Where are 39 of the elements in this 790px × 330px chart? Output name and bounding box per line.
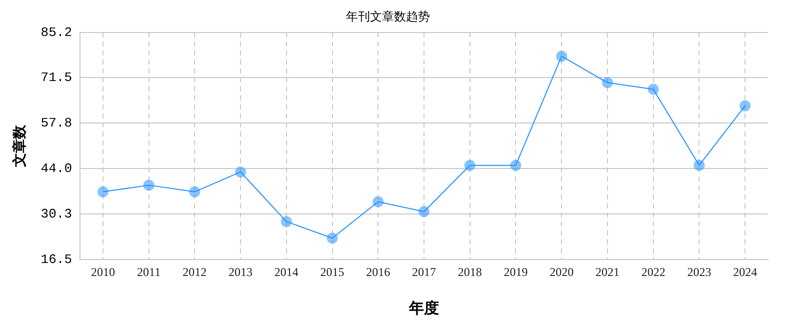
y-tick-label: 30.3 (40, 206, 72, 222)
x-axis-title: 年度 (408, 298, 440, 317)
y-tick-label: 71.5 (40, 70, 72, 86)
point (143, 180, 154, 191)
point (556, 50, 568, 62)
x-tick-label: 2013 (228, 264, 253, 279)
x-tick-label: 2015 (320, 264, 344, 279)
chart-title: 年刊文章数趋势 (346, 9, 430, 24)
y-tick-label: 85.2 (40, 24, 72, 40)
x-tick-label: 2018 (458, 264, 482, 279)
point (280, 216, 292, 228)
x-tick-label: 2014 (274, 264, 298, 279)
x-tick-label: 2022 (641, 264, 666, 279)
x-tick-label: 2011 (137, 264, 161, 279)
x-tick-label: 2017 (412, 264, 436, 279)
point (326, 232, 338, 244)
x-tick-label: 2010 (90, 264, 115, 279)
y-tick-label: 44.0 (40, 161, 72, 176)
y-tick-label: 57.8 (40, 115, 72, 130)
x-tick-label: 2012 (182, 264, 207, 279)
point (740, 100, 751, 112)
point (510, 160, 522, 171)
point (464, 160, 476, 171)
x-tick-label: 2019 (504, 264, 528, 279)
point (189, 186, 200, 198)
point (418, 206, 430, 218)
x-tick-label: 2021 (595, 264, 620, 279)
point (694, 160, 705, 171)
x-tick-label: 2023 (687, 264, 712, 279)
x-tick-label: 2020 (550, 264, 574, 279)
x-tick-label: 2016 (366, 264, 390, 279)
y-tick-label: 16.5 (40, 252, 72, 268)
point (648, 84, 659, 95)
point (235, 166, 246, 178)
point (372, 196, 384, 208)
x-tick-label: 2024 (733, 264, 758, 279)
point (97, 186, 108, 198)
point (602, 77, 613, 88)
y-axis-title: 文章数 (11, 124, 28, 168)
